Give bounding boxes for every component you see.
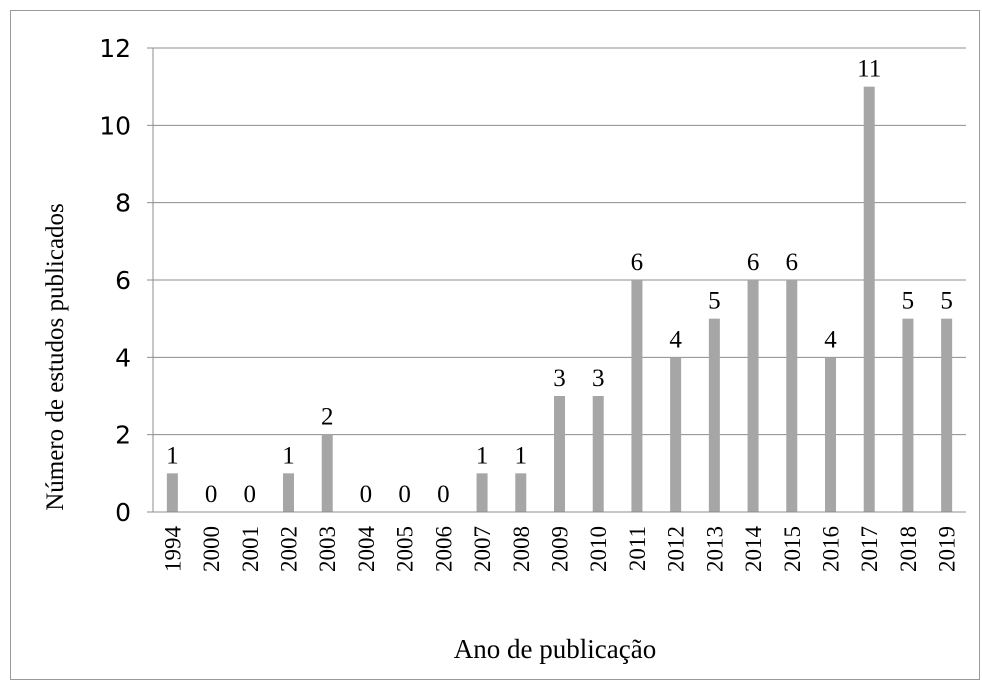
bar-2009 <box>554 396 565 512</box>
x-tick-label-2010: 2010 <box>586 526 611 572</box>
bar-2015 <box>786 280 798 512</box>
data-label-2007: 1 <box>476 442 489 469</box>
x-tick-labels: 1994 2000 2001 2002 2003 2004 2005 2006 2007 2008… <box>160 526 959 573</box>
x-tick-label-2001: 2001 <box>238 526 263 572</box>
data-label-2012: 4 <box>669 326 682 353</box>
bar-2012 <box>670 357 682 512</box>
y-tick-label: 0 <box>115 498 131 527</box>
data-label-2004: 0 <box>360 481 373 508</box>
data-label-2005: 0 <box>398 481 411 508</box>
bar-2013 <box>708 318 720 512</box>
bar-2002 <box>283 473 294 512</box>
bar-2010 <box>592 396 604 512</box>
y-tick-label: 4 <box>115 343 131 372</box>
x-axis-title: Ano de publicação <box>454 634 656 664</box>
bar-2014 <box>747 280 759 512</box>
bar-2007 <box>476 473 488 512</box>
bar-2016 <box>825 357 836 512</box>
bar-2008 <box>515 473 527 512</box>
data-label-2010: 3 <box>592 365 605 392</box>
bar-2003 <box>321 434 333 512</box>
bar-2018 <box>902 318 914 512</box>
x-tick-label-2005: 2005 <box>393 526 418 572</box>
y-tick-label: 2 <box>115 421 131 450</box>
x-tick-label-2017: 2017 <box>857 526 882 572</box>
x-tick-label-2007: 2007 <box>470 526 495 572</box>
data-label-2006: 0 <box>437 481 450 508</box>
x-tick-label-2006: 2006 <box>431 526 456 572</box>
data-label-2009: 3 <box>553 365 566 392</box>
data-label-2011: 6 <box>631 249 644 276</box>
data-label-2017: 11 <box>857 56 881 83</box>
y-tick-label: 10 <box>99 111 131 140</box>
x-tick-label-2018: 2018 <box>896 526 921 572</box>
x-tick-label-2008: 2008 <box>509 526 534 572</box>
bar-1994 <box>166 473 178 512</box>
x-tick-label-2002: 2002 <box>277 526 302 572</box>
x-tick-label-2000: 2000 <box>199 526 224 572</box>
x-tick-label-1994: 1994 <box>160 526 185 573</box>
y-tick-label: 12 <box>99 34 131 63</box>
x-tick-label-2004: 2004 <box>354 526 379 573</box>
bar-2019 <box>941 318 953 512</box>
data-label-2014: 6 <box>747 249 760 276</box>
x-tick-label-2015: 2015 <box>780 526 805 572</box>
y-tick-label: 8 <box>115 189 131 218</box>
data-label-2018: 5 <box>902 288 915 315</box>
data-label-2019: 5 <box>940 288 953 315</box>
x-tick-label-2003: 2003 <box>315 526 340 572</box>
bar-2017 <box>863 86 875 513</box>
bar-2011 <box>631 280 643 512</box>
data-label-2008: 1 <box>515 442 528 469</box>
x-tick-label-2016: 2016 <box>819 526 844 572</box>
data-label-2002: 1 <box>282 442 295 469</box>
x-tick-label-2014: 2014 <box>741 526 766 573</box>
y-tick-labels: 0 2 4 6 8 10 12 <box>99 34 131 527</box>
data-label-2015: 6 <box>786 249 799 276</box>
x-tick-label-2012: 2012 <box>664 526 689 572</box>
x-tick-label-2019: 2019 <box>935 526 960 572</box>
data-label-2003: 2 <box>321 404 334 431</box>
data-label-1994: 1 <box>166 442 179 469</box>
y-tick-label: 6 <box>115 266 131 295</box>
bars <box>166 86 953 513</box>
x-tick-label-2013: 2013 <box>702 526 727 572</box>
x-tick-label-2011: 2011 <box>625 526 650 571</box>
x-tick-label-2009: 2009 <box>548 526 573 572</box>
data-label-2016: 4 <box>824 326 837 353</box>
y-axis-title: Número de estudos publicados <box>42 203 69 511</box>
chart-frame <box>10 10 980 680</box>
data-label-2000: 0 <box>205 481 218 508</box>
data-label-2001: 0 <box>244 481 257 508</box>
data-label-2013: 5 <box>708 288 721 315</box>
